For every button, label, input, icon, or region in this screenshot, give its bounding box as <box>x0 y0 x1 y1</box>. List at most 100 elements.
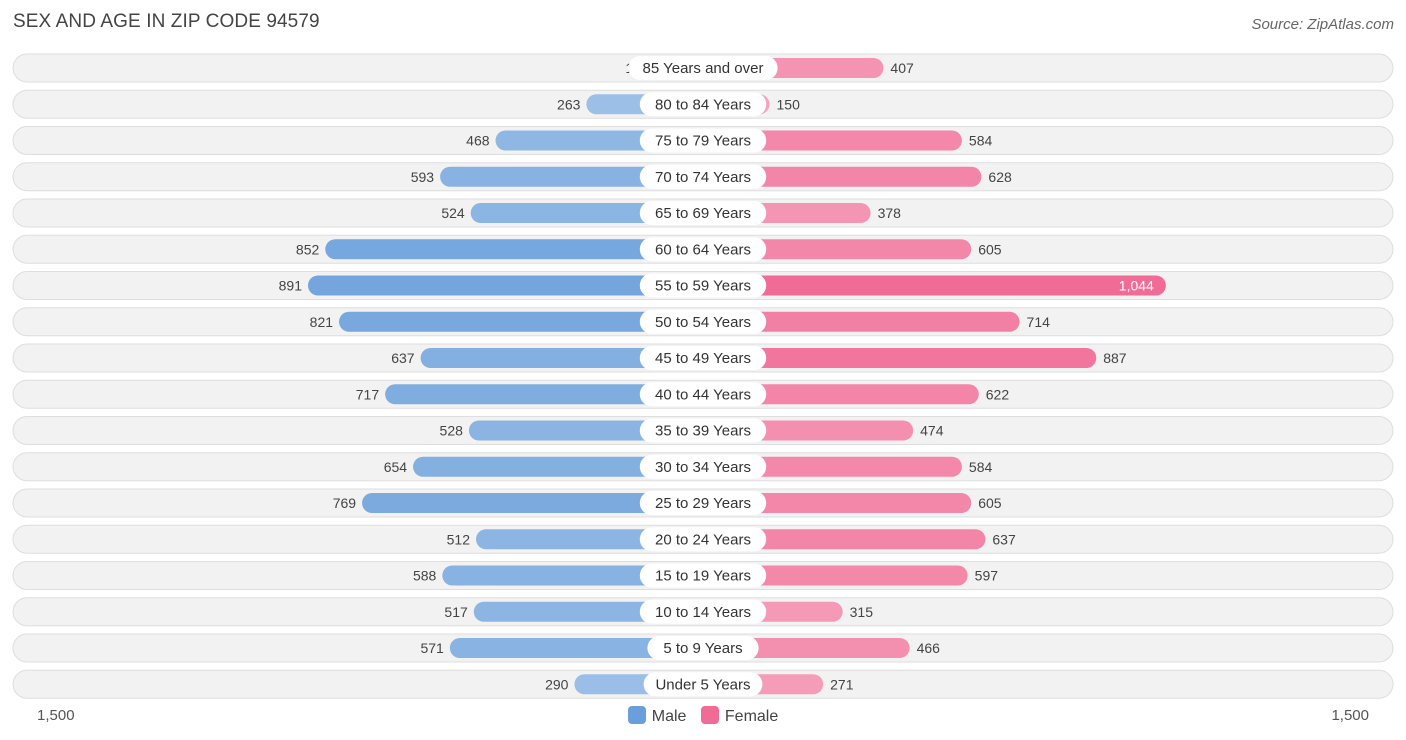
female-bar[interactable] <box>703 275 1166 296</box>
category-label: 15 to 19 Years <box>655 568 751 585</box>
category-label: 65 to 69 Years <box>655 205 751 222</box>
source-label: Source: ZipAtlas.com <box>1251 16 1394 33</box>
category-label-background <box>639 346 767 370</box>
male-bar[interactable] <box>442 565 703 586</box>
category-label: Under 5 Years <box>655 676 750 693</box>
male-bar[interactable] <box>440 166 703 187</box>
male-value-label: 821 <box>310 314 334 330</box>
category-label-background <box>639 309 767 334</box>
male-bar[interactable] <box>339 311 703 332</box>
female-value-label: 271 <box>830 676 854 692</box>
male-value-label: 571 <box>420 640 444 656</box>
male-value-label: 852 <box>296 241 320 257</box>
female-bar[interactable] <box>703 166 982 187</box>
female-bar[interactable] <box>703 239 972 260</box>
male-value-label: 290 <box>545 676 569 692</box>
male-value-label: 263 <box>557 96 581 112</box>
category-label: 80 to 84 Years <box>655 96 751 113</box>
legend-item-female[interactable]: Female <box>700 706 779 726</box>
male-bar[interactable] <box>325 239 703 260</box>
male-value-label: 637 <box>391 350 415 366</box>
female-value-label: 605 <box>978 495 1002 511</box>
category-label: 50 to 54 Years <box>655 314 751 331</box>
female-value-label: 150 <box>777 96 801 112</box>
female-value-label: 714 <box>1027 314 1051 330</box>
male-value-label: 769 <box>333 495 357 511</box>
category-label: 30 to 34 Years <box>655 459 751 476</box>
category-label-background <box>643 672 763 697</box>
category-label: 10 to 14 Years <box>655 604 751 621</box>
category-label-background <box>639 418 767 443</box>
category-label-background <box>628 56 778 80</box>
legend-swatch-female <box>700 706 719 724</box>
female-bar[interactable] <box>703 348 1097 368</box>
category-label-background <box>639 128 767 153</box>
female-value-label: 378 <box>878 205 902 221</box>
female-bar[interactable] <box>703 493 972 513</box>
legend-item-male[interactable]: Male <box>627 706 687 726</box>
female-value-label: 887 <box>1103 350 1127 366</box>
female-bar[interactable] <box>703 565 968 586</box>
female-value-label: 474 <box>920 423 944 439</box>
category-label: 25 to 29 Years <box>655 495 751 512</box>
female-bar[interactable] <box>703 456 962 477</box>
legend: Male Female <box>0 706 1406 726</box>
legend-swatch-male <box>627 706 646 724</box>
category-label: 60 to 64 Years <box>655 241 751 258</box>
female-value-label: 597 <box>975 568 999 584</box>
male-value-label: 512 <box>447 531 471 547</box>
female-value-label: 315 <box>850 604 874 620</box>
category-label-background <box>639 527 767 552</box>
female-value-label: 605 <box>978 241 1002 257</box>
male-bar[interactable] <box>413 456 703 477</box>
category-label: 40 to 44 Years <box>655 386 751 403</box>
category-label: 85 Years and over <box>643 60 764 77</box>
female-bar[interactable] <box>703 384 979 405</box>
male-value-label: 517 <box>444 604 468 620</box>
axis-tick-right: 1,500 <box>1331 707 1369 724</box>
female-bar[interactable] <box>703 311 1020 332</box>
category-label: 75 to 79 Years <box>655 133 751 150</box>
category-label-background <box>639 382 767 407</box>
category-label: 70 to 74 Years <box>655 169 751 186</box>
category-label-background <box>639 237 767 262</box>
category-label-background <box>639 273 767 298</box>
axis-tick-left: 1,500 <box>37 707 75 724</box>
female-value-label: 1,044 <box>1119 278 1154 294</box>
category-label-background <box>639 454 767 479</box>
category-label: 45 to 49 Years <box>655 350 751 367</box>
category-label: 35 to 39 Years <box>655 423 751 440</box>
category-label-background <box>639 92 767 117</box>
legend-label-male: Male <box>651 708 687 725</box>
male-value-label: 528 <box>440 423 464 439</box>
male-value-label: 593 <box>411 169 435 185</box>
chart-title: SEX AND AGE IN ZIP CODE 94579 <box>13 11 320 32</box>
male-value-label: 524 <box>441 205 465 221</box>
female-bar[interactable] <box>703 529 986 550</box>
male-value-label: 654 <box>384 459 408 475</box>
female-value-label: 622 <box>986 386 1010 402</box>
female-value-label: 584 <box>969 459 993 475</box>
male-bar[interactable] <box>420 348 703 368</box>
category-label-background <box>639 491 767 515</box>
category-label-background <box>639 599 767 624</box>
female-value-label: 637 <box>992 531 1016 547</box>
male-value-label: 588 <box>413 568 437 584</box>
male-bar[interactable] <box>385 384 703 405</box>
male-bar[interactable] <box>449 638 703 658</box>
male-value-label: 717 <box>356 386 380 402</box>
legend-label-female: Female <box>724 708 779 725</box>
female-value-label: 407 <box>890 60 914 76</box>
category-label-background <box>647 636 759 660</box>
male-value-label: 891 <box>279 278 303 294</box>
female-value-label: 584 <box>969 133 993 149</box>
female-bar[interactable] <box>703 130 962 151</box>
category-label-background <box>639 164 767 189</box>
male-bar[interactable] <box>362 493 703 513</box>
category-label: 20 to 24 Years <box>655 531 751 548</box>
female-value-label: 466 <box>917 640 941 656</box>
male-bar[interactable] <box>307 275 703 296</box>
male-value-label: 468 <box>466 133 490 149</box>
category-label-background <box>639 563 767 588</box>
